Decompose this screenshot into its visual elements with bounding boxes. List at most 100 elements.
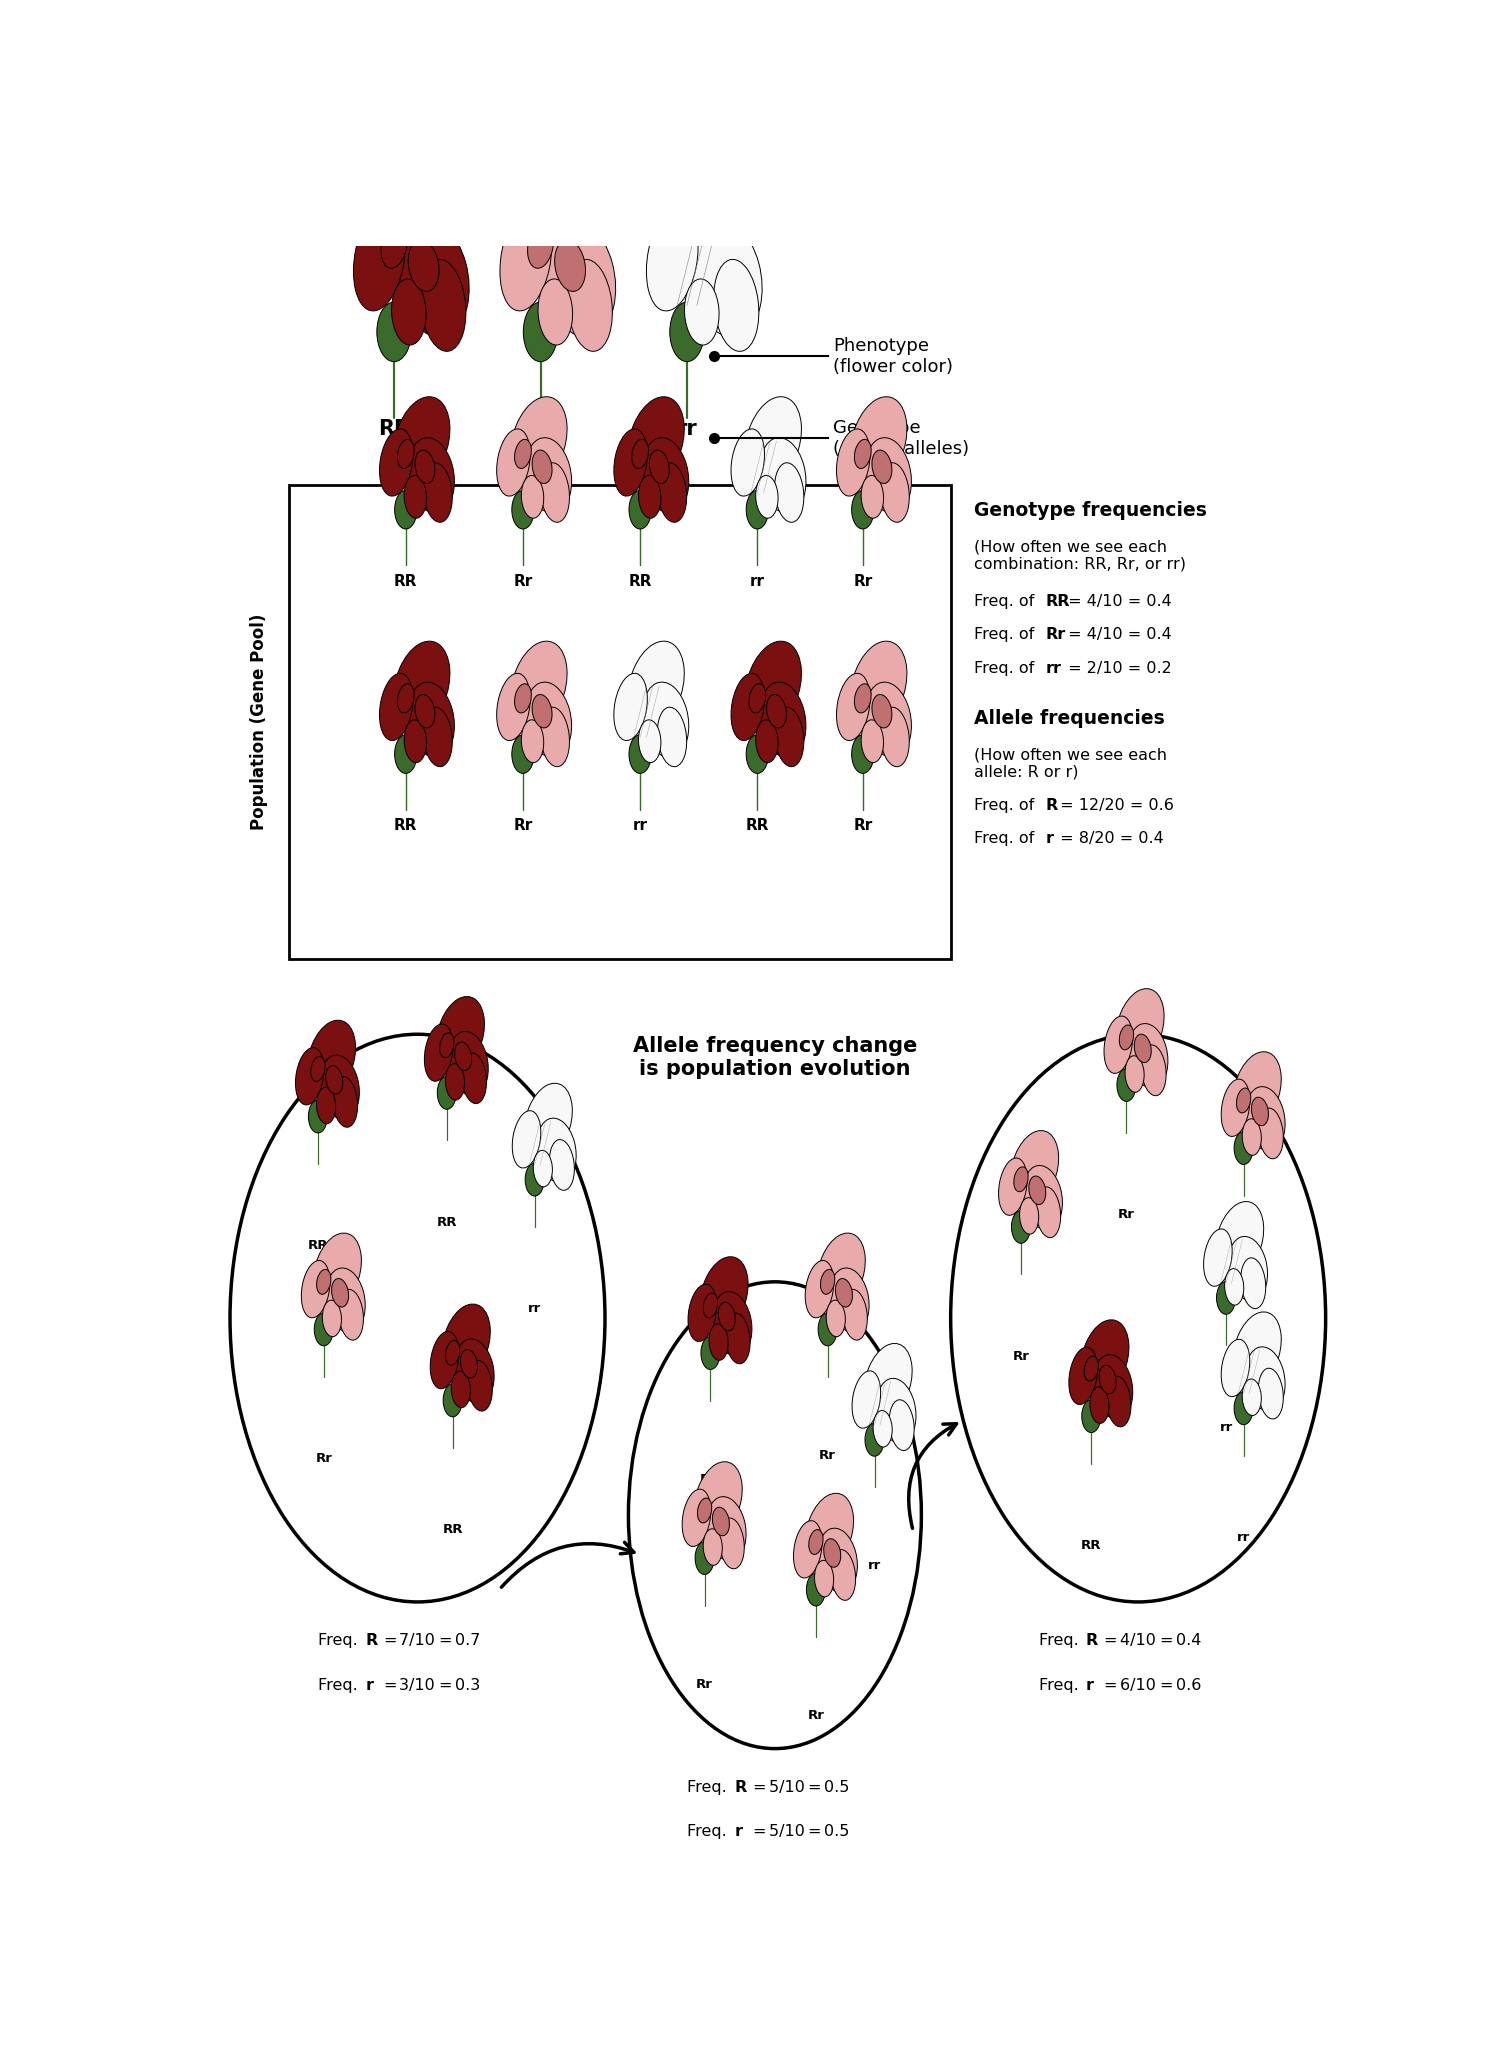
- Ellipse shape: [614, 674, 647, 741]
- Ellipse shape: [862, 719, 883, 762]
- Ellipse shape: [830, 1268, 869, 1333]
- Ellipse shape: [726, 1313, 750, 1364]
- Text: 0.4: 0.4: [1176, 1634, 1207, 1649]
- Ellipse shape: [851, 735, 874, 774]
- Text: rr: rr: [1046, 662, 1061, 676]
- Ellipse shape: [1234, 1313, 1281, 1386]
- Text: rr: rr: [750, 573, 765, 588]
- Ellipse shape: [1234, 1393, 1253, 1425]
- Text: Freq.: Freq.: [1039, 1677, 1084, 1692]
- Ellipse shape: [774, 707, 804, 766]
- Ellipse shape: [706, 1497, 745, 1561]
- Ellipse shape: [380, 674, 413, 741]
- Ellipse shape: [523, 301, 558, 362]
- Ellipse shape: [525, 682, 572, 758]
- Ellipse shape: [865, 682, 912, 758]
- Ellipse shape: [1142, 1044, 1166, 1096]
- Text: rr: rr: [528, 1303, 541, 1315]
- Ellipse shape: [745, 641, 801, 729]
- Ellipse shape: [821, 1270, 835, 1294]
- Ellipse shape: [404, 475, 426, 518]
- Ellipse shape: [670, 301, 705, 362]
- Ellipse shape: [420, 260, 466, 352]
- Ellipse shape: [629, 735, 652, 774]
- Ellipse shape: [532, 451, 552, 483]
- Ellipse shape: [322, 1300, 342, 1337]
- Ellipse shape: [393, 397, 451, 485]
- Ellipse shape: [1090, 1386, 1108, 1423]
- Ellipse shape: [809, 1530, 823, 1554]
- Text: Rr: Rr: [853, 573, 872, 588]
- Ellipse shape: [339, 1290, 363, 1339]
- Text: rr: rr: [1219, 1421, 1232, 1434]
- Ellipse shape: [314, 1313, 333, 1346]
- Ellipse shape: [694, 1462, 742, 1538]
- Ellipse shape: [511, 397, 567, 485]
- Ellipse shape: [712, 1292, 751, 1356]
- Ellipse shape: [614, 428, 647, 496]
- Ellipse shape: [1246, 1348, 1285, 1411]
- Ellipse shape: [1081, 1399, 1101, 1434]
- Ellipse shape: [1093, 1354, 1132, 1419]
- Text: Freq. of: Freq. of: [974, 797, 1039, 813]
- Ellipse shape: [449, 1032, 488, 1096]
- Ellipse shape: [851, 397, 907, 485]
- Text: 0.7: 0.7: [455, 1634, 485, 1649]
- Text: =: =: [809, 1825, 827, 1839]
- Ellipse shape: [455, 1339, 494, 1403]
- Ellipse shape: [1228, 1237, 1267, 1300]
- Ellipse shape: [522, 719, 544, 762]
- Ellipse shape: [408, 240, 438, 291]
- Ellipse shape: [496, 428, 531, 496]
- Ellipse shape: [301, 1260, 330, 1317]
- Ellipse shape: [668, 158, 754, 295]
- Ellipse shape: [307, 1020, 355, 1096]
- Text: Freq.: Freq.: [318, 1677, 363, 1692]
- Ellipse shape: [730, 674, 765, 741]
- Text: Freq.: Freq.: [1039, 1634, 1084, 1649]
- Ellipse shape: [514, 684, 531, 713]
- Text: =: =: [753, 1825, 771, 1839]
- Ellipse shape: [851, 489, 874, 528]
- Text: =: =: [1104, 1634, 1123, 1649]
- Ellipse shape: [395, 735, 417, 774]
- Ellipse shape: [712, 1507, 729, 1536]
- Ellipse shape: [1015, 1167, 1028, 1192]
- Ellipse shape: [818, 1313, 838, 1346]
- Text: Rr: Rr: [514, 819, 532, 834]
- Ellipse shape: [414, 451, 435, 483]
- Text: Allele frequency change
is population evolution: Allele frequency change is population ev…: [632, 1036, 918, 1079]
- Ellipse shape: [443, 1384, 463, 1417]
- Ellipse shape: [467, 1360, 493, 1411]
- Ellipse shape: [325, 1065, 343, 1094]
- Ellipse shape: [1036, 1188, 1060, 1237]
- Ellipse shape: [442, 1305, 490, 1380]
- Ellipse shape: [696, 1542, 714, 1575]
- Ellipse shape: [1217, 1282, 1235, 1315]
- Ellipse shape: [511, 489, 534, 528]
- Ellipse shape: [1084, 1356, 1098, 1380]
- Text: R: R: [366, 1634, 384, 1649]
- Ellipse shape: [538, 279, 573, 344]
- Text: RR: RR: [437, 1217, 457, 1229]
- Ellipse shape: [818, 1528, 857, 1593]
- Ellipse shape: [313, 1233, 361, 1309]
- Text: = 4/10 = 0.4: = 4/10 = 0.4: [1063, 594, 1172, 608]
- Ellipse shape: [511, 735, 534, 774]
- Text: Rr: Rr: [1013, 1350, 1030, 1362]
- Ellipse shape: [525, 438, 572, 514]
- Text: Rr: Rr: [807, 1710, 824, 1722]
- Text: = 4/10 = 0.4: = 4/10 = 0.4: [1063, 627, 1172, 643]
- Ellipse shape: [325, 1268, 366, 1333]
- Ellipse shape: [1105, 1376, 1131, 1427]
- Ellipse shape: [853, 1370, 880, 1427]
- Text: RR: RR: [1046, 594, 1070, 608]
- Text: Genotype frequencies: Genotype frequencies: [974, 502, 1207, 520]
- Ellipse shape: [331, 1278, 349, 1307]
- Ellipse shape: [647, 207, 699, 311]
- Ellipse shape: [321, 1055, 360, 1120]
- Ellipse shape: [1237, 1087, 1250, 1112]
- Ellipse shape: [1234, 1133, 1253, 1165]
- Ellipse shape: [709, 1323, 729, 1360]
- Text: r: r: [1086, 1677, 1101, 1692]
